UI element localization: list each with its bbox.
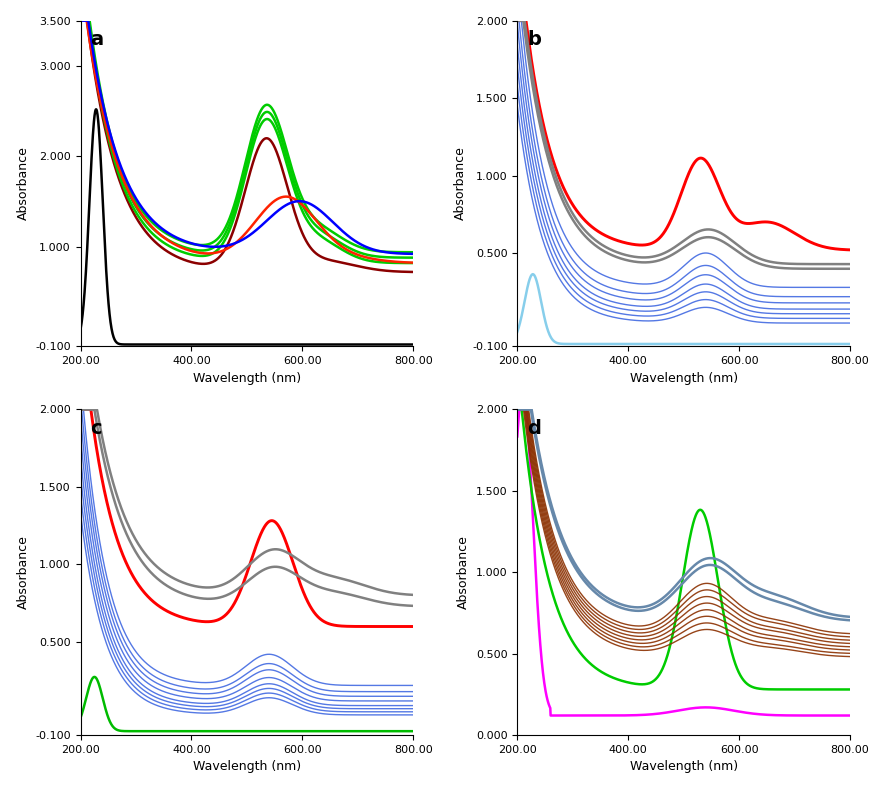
X-axis label: Wavelength (nm): Wavelength (nm) [193, 371, 301, 385]
X-axis label: Wavelength (nm): Wavelength (nm) [630, 760, 738, 773]
Legend:  [210, 447, 218, 454]
Y-axis label: Absorbance: Absorbance [457, 536, 470, 609]
Legend:  [653, 58, 661, 66]
Y-axis label: Absorbance: Absorbance [17, 536, 29, 609]
Y-axis label: Absorbance: Absorbance [454, 147, 466, 220]
Legend:  [653, 447, 661, 454]
Y-axis label: Absorbance: Absorbance [17, 147, 29, 220]
Text: c: c [90, 419, 102, 438]
X-axis label: Wavelength (nm): Wavelength (nm) [630, 371, 738, 385]
Text: a: a [90, 31, 104, 50]
Text: b: b [527, 31, 541, 50]
Text: d: d [527, 419, 541, 438]
X-axis label: Wavelength (nm): Wavelength (nm) [193, 760, 301, 773]
Legend:  [216, 85, 224, 92]
